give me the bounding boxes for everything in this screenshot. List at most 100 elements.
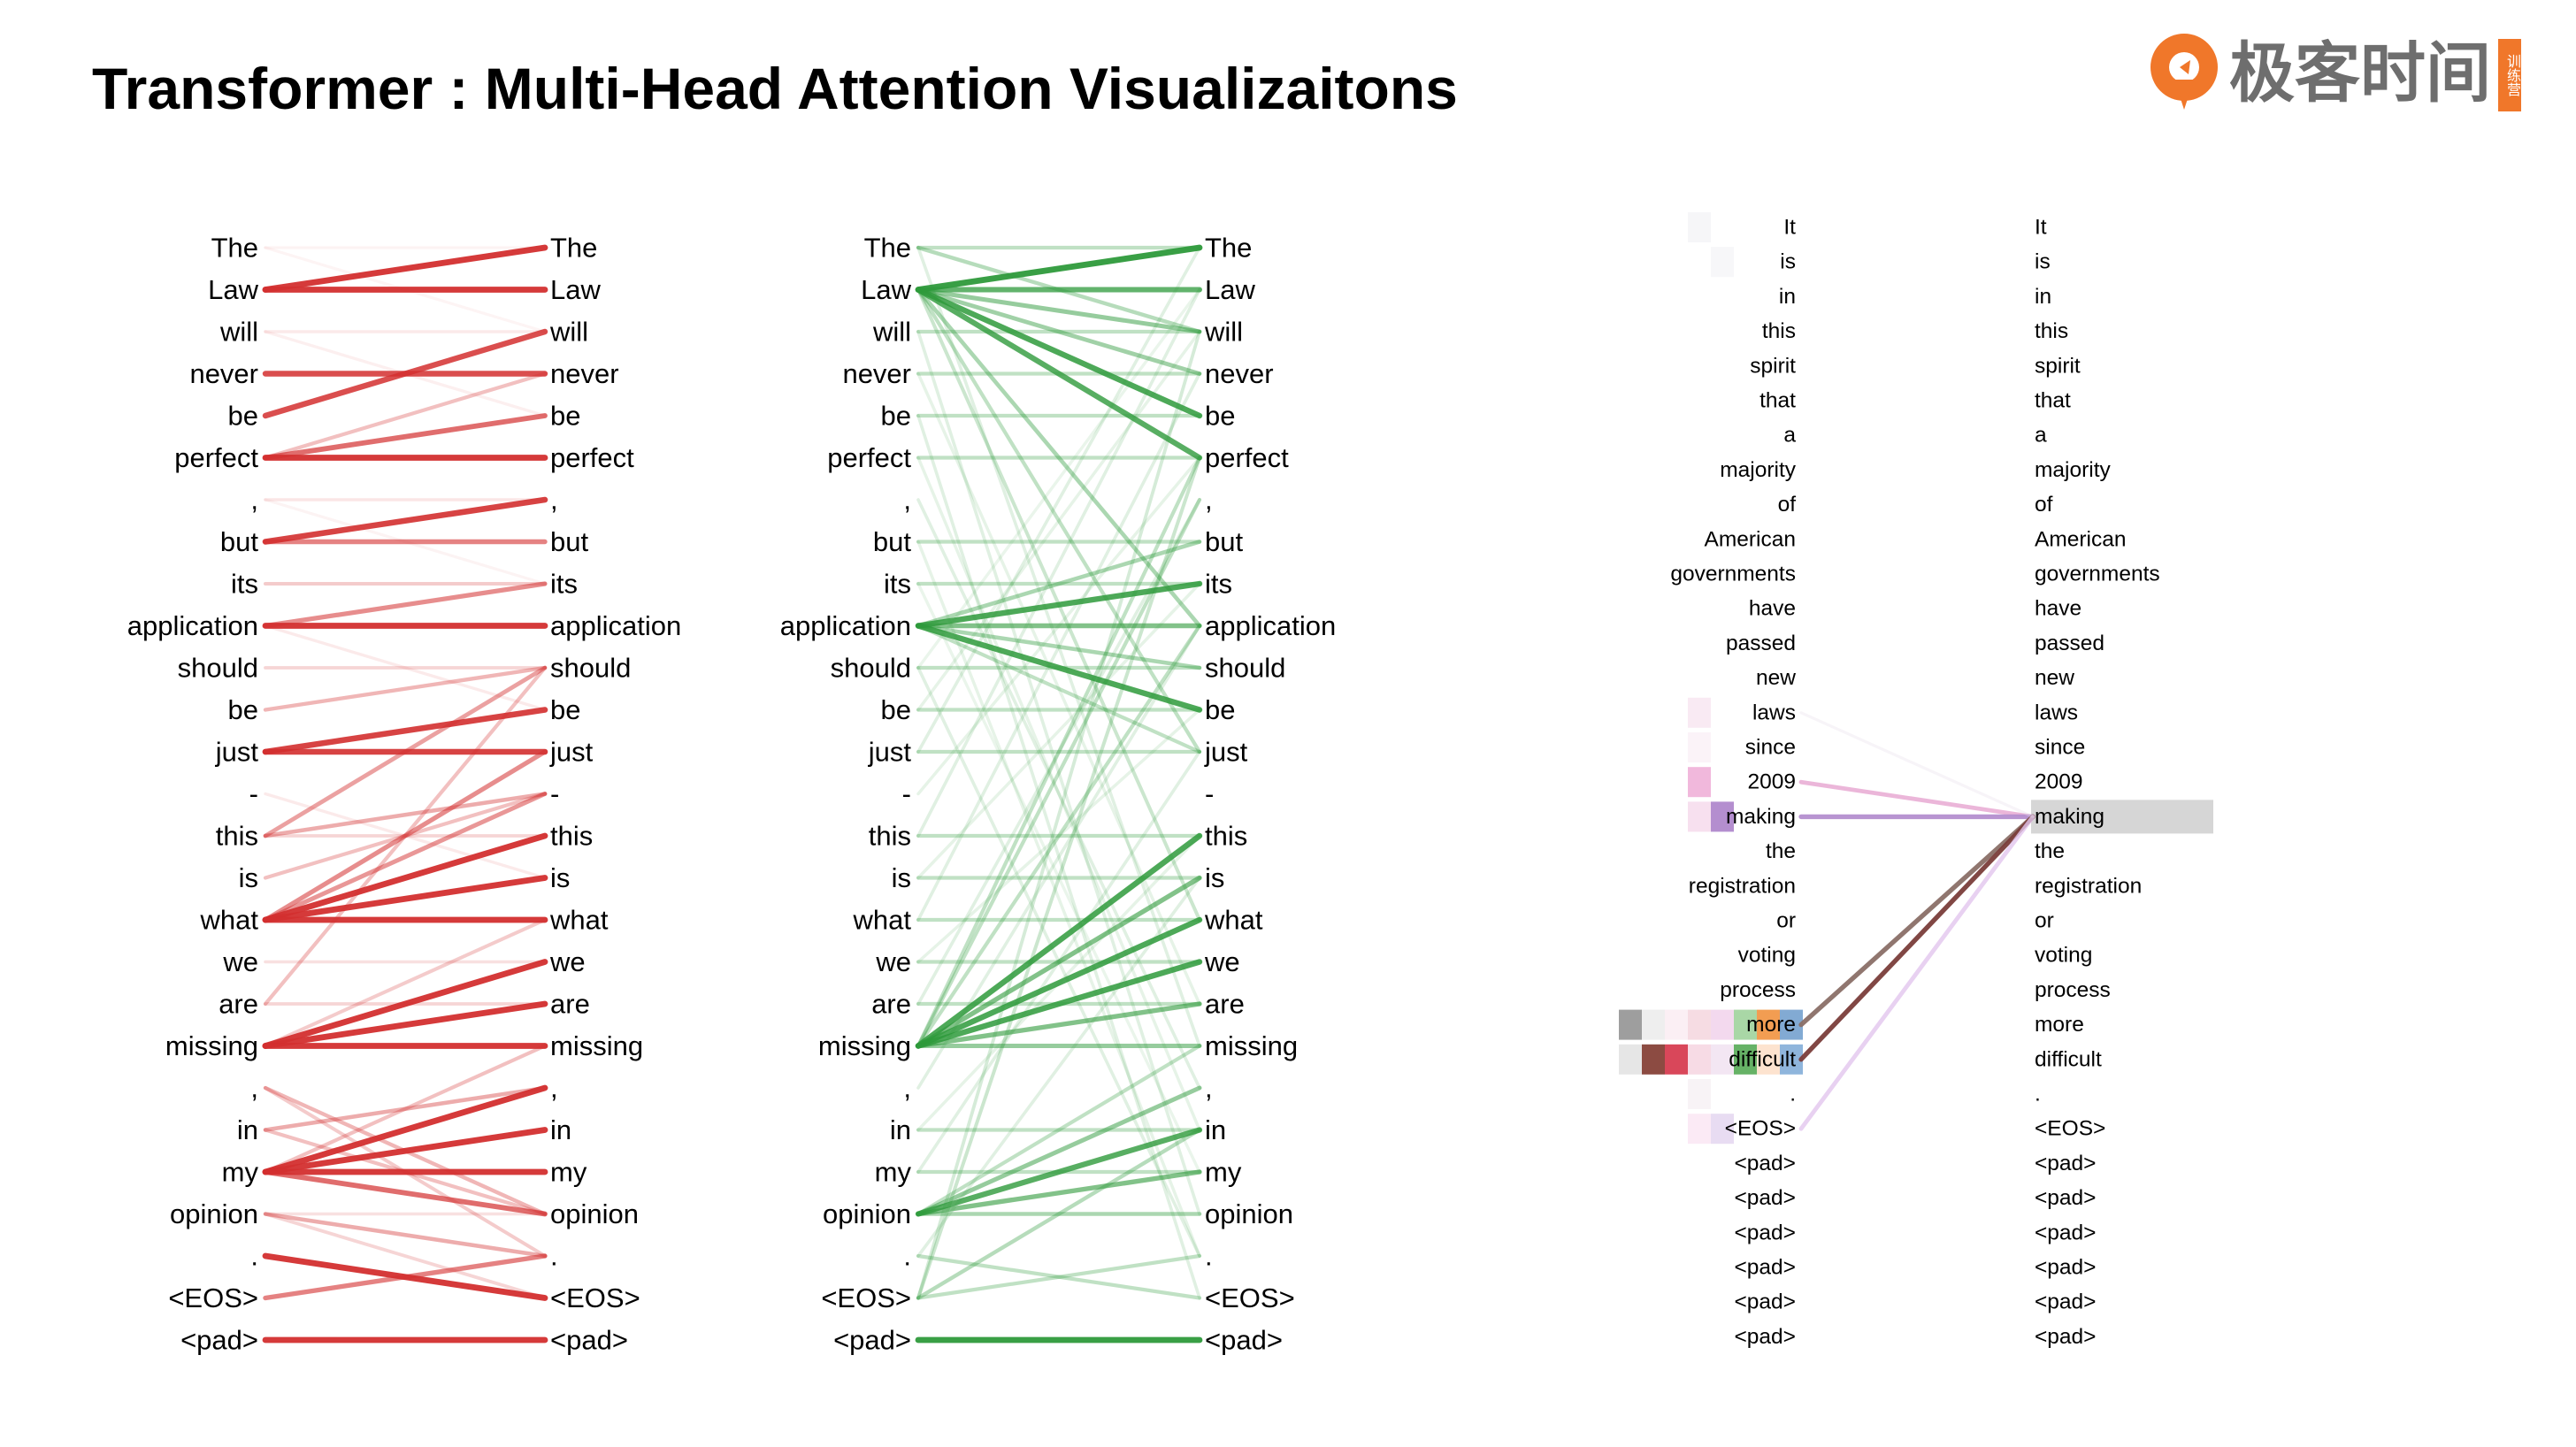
- target-token: laws: [2035, 701, 2078, 724]
- source-token: passed: [1726, 632, 1796, 655]
- head-weight-cell: [1711, 1114, 1734, 1145]
- head-weight-cell: [1734, 1044, 1757, 1075]
- red-head-links: [262, 244, 548, 1344]
- source-token: be: [228, 694, 258, 725]
- target-token: are: [1205, 989, 1245, 1020]
- attention-link: [916, 540, 1201, 1258]
- attention-link: [264, 246, 547, 333]
- attention-link: [916, 245, 1202, 334]
- target-token: Law: [1205, 274, 1255, 305]
- source-token: perfect: [174, 442, 258, 473]
- attention-link: [263, 1212, 548, 1259]
- target-token: this: [2035, 319, 2068, 343]
- attention-link: [263, 371, 548, 460]
- source-token: my: [875, 1157, 912, 1188]
- target-token: registration: [2035, 874, 2142, 898]
- source-token: missing: [165, 1030, 258, 1061]
- attention-link: [1798, 815, 2036, 1131]
- source-token: <pad>: [1735, 1256, 1797, 1280]
- attention-link: [916, 1128, 1202, 1300]
- target-token: be: [550, 401, 580, 432]
- source-token: never: [189, 358, 258, 389]
- target-token: this: [550, 821, 593, 852]
- source-token: what: [853, 905, 912, 936]
- target-token: ,: [550, 1073, 558, 1104]
- source-token: spirit: [1750, 354, 1796, 378]
- attention-link: [916, 498, 1201, 1006]
- brand-mark-icon: [2150, 34, 2218, 110]
- target-token: The: [1205, 233, 1252, 264]
- attention-link: [916, 834, 1201, 1132]
- head-weight-cell: [1711, 801, 1734, 832]
- source-token: this: [216, 821, 258, 852]
- head-weight-cell: [1688, 1114, 1711, 1145]
- target-token: <pad>: [550, 1325, 628, 1356]
- brand-name: 极客时间: [2229, 35, 2491, 111]
- source-token: .: [903, 1241, 911, 1272]
- attention-link: [262, 875, 548, 923]
- source-token: <pad>: [1735, 1325, 1797, 1349]
- attention-link: [916, 666, 1201, 1258]
- target-token: are: [550, 989, 590, 1020]
- source-token: difficult: [1729, 1047, 1796, 1071]
- source-token: but: [873, 526, 911, 557]
- multi-head-links: [1798, 711, 2036, 1131]
- source-token: this: [1762, 319, 1796, 343]
- target-token: application: [550, 610, 681, 641]
- multi-head-panel: It It is is in in this this spirit spirit that that…: [1619, 212, 2213, 1349]
- head-weight-cell: [1711, 247, 1734, 278]
- attention-link: [916, 582, 1201, 880]
- target-token: should: [550, 653, 631, 684]
- source-token: will: [219, 317, 258, 348]
- attention-link: [916, 1253, 1202, 1300]
- source-token: -: [249, 778, 258, 809]
- target-token: passed: [2035, 632, 2104, 655]
- source-token: the: [1766, 839, 1796, 863]
- source-token: should: [831, 653, 911, 684]
- attention-link: [263, 792, 548, 880]
- attention-link: [262, 328, 548, 419]
- target-token: difficult: [2035, 1047, 2102, 1071]
- target-token: we: [1204, 946, 1240, 977]
- source-token: application: [780, 610, 911, 641]
- attention-link: [263, 413, 548, 461]
- target-token: ,: [1205, 485, 1213, 516]
- target-token: The: [550, 233, 597, 264]
- target-token: since: [2035, 736, 2085, 760]
- attention-link: [263, 1253, 548, 1301]
- slide-title: Transformer : Multi-Head Attention Visua…: [92, 56, 1458, 121]
- target-token: just: [1204, 737, 1248, 768]
- attention-link: [916, 414, 1201, 1300]
- attention-link: [916, 371, 1201, 922]
- target-token: <pad>: [2035, 1221, 2097, 1244]
- target-token: -: [550, 778, 559, 809]
- attention-link: [915, 832, 1203, 1049]
- attention-link: [916, 540, 1202, 628]
- attention-link: [915, 623, 1203, 713]
- attention-link: [1798, 814, 2036, 1028]
- source-token: .: [1790, 1083, 1796, 1106]
- attention-link: [264, 624, 547, 712]
- target-token: <pad>: [2035, 1186, 2097, 1210]
- source-token: since: [1745, 736, 1796, 760]
- attention-link: [262, 1127, 548, 1175]
- attention-link: [916, 1001, 1202, 1049]
- target-token: is: [2035, 250, 2051, 274]
- source-token: be: [228, 401, 258, 432]
- target-token: new: [2035, 666, 2074, 690]
- attention-link: [1798, 814, 2036, 1062]
- target-token: have: [2035, 597, 2082, 621]
- attention-link: [916, 497, 1202, 1048]
- attention-link: [262, 244, 548, 293]
- attention-link: [916, 456, 1201, 796]
- source-token: ,: [250, 485, 258, 516]
- source-token: but: [220, 526, 258, 557]
- target-token: my: [550, 1157, 587, 1188]
- target-token: never: [550, 358, 619, 389]
- head-weight-cell: [1619, 1044, 1642, 1075]
- source-token: <pad>: [180, 1325, 258, 1356]
- attention-link: [916, 624, 1201, 1090]
- source-token: .: [250, 1241, 258, 1272]
- head-weight-cell: [1688, 212, 1711, 242]
